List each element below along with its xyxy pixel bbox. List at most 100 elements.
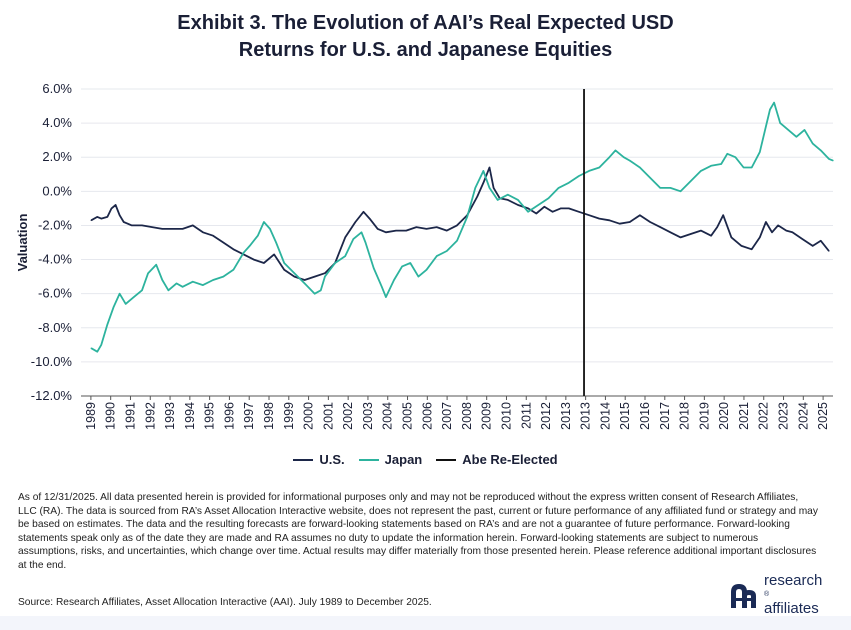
data-point xyxy=(373,267,375,269)
x-tick-label: 2009 xyxy=(480,402,494,430)
x-tick-label: 2021 xyxy=(737,402,751,430)
data-point xyxy=(125,303,127,305)
data-point xyxy=(293,272,296,274)
data-point xyxy=(598,218,600,220)
data-point xyxy=(779,122,781,124)
data-point xyxy=(507,199,509,201)
data-point xyxy=(175,282,178,285)
chart-title: Exhibit 3. The Evolution of AAI’s Real E… xyxy=(0,10,851,64)
data-point xyxy=(618,223,621,225)
data-point xyxy=(551,211,554,213)
x-tick-label: 1991 xyxy=(123,402,137,430)
data-point xyxy=(192,224,194,227)
data-point xyxy=(820,149,822,151)
data-point xyxy=(639,214,641,216)
x-tick-label: 1989 xyxy=(84,402,98,430)
x-tick-label: 2020 xyxy=(717,402,731,430)
data-point xyxy=(320,289,322,291)
data-point xyxy=(106,216,109,218)
series-line-us xyxy=(90,166,830,281)
data-point xyxy=(385,231,387,233)
data-point xyxy=(629,160,631,162)
legend-item-japan: Japan xyxy=(358,452,422,467)
x-tick-label: 2006 xyxy=(420,402,434,430)
x-tick-label: 2014 xyxy=(598,402,612,430)
data-point xyxy=(649,177,651,179)
data-point xyxy=(161,228,163,230)
data-point xyxy=(568,207,570,209)
logo-word-affiliates: affiliates xyxy=(764,600,819,617)
data-point xyxy=(192,281,194,283)
data-point xyxy=(710,235,712,237)
data-point xyxy=(133,296,135,298)
data-point xyxy=(537,204,539,206)
data-point xyxy=(377,228,379,230)
data-point xyxy=(659,226,661,228)
x-tick-label: 2022 xyxy=(757,402,771,430)
data-point xyxy=(812,245,814,247)
data-point xyxy=(409,262,411,264)
data-point xyxy=(360,231,363,233)
data-point xyxy=(791,231,793,233)
data-point xyxy=(119,214,121,216)
data-point xyxy=(482,182,485,184)
data-point xyxy=(527,211,529,213)
data-point xyxy=(155,264,157,266)
data-point xyxy=(547,197,550,199)
data-point xyxy=(828,250,830,252)
x-tick-label: 2016 xyxy=(638,402,652,430)
x-tick-label: 2002 xyxy=(341,402,355,430)
data-point xyxy=(110,207,113,209)
footer-band xyxy=(0,616,851,630)
data-point xyxy=(629,221,631,223)
data-point xyxy=(716,226,718,228)
data-point xyxy=(106,323,109,325)
y-axis-label: Valuation xyxy=(15,214,30,272)
x-tick-label: 2024 xyxy=(796,402,810,430)
x-tick-label: 2023 xyxy=(777,402,791,430)
y-tick-label: -12.0% xyxy=(31,388,73,403)
x-tick-label: 2015 xyxy=(618,402,632,430)
x-tick-label: 2005 xyxy=(401,402,415,430)
x-tick-label: 1993 xyxy=(163,402,177,430)
data-point xyxy=(795,136,798,138)
data-point xyxy=(742,166,745,169)
data-point xyxy=(269,228,271,230)
x-tick-label: 2011 xyxy=(519,402,533,429)
x-tick-label: 2025 xyxy=(816,402,830,430)
x-tick-label: 2007 xyxy=(440,402,454,430)
data-point xyxy=(257,235,259,237)
data-point xyxy=(283,269,285,271)
data-point xyxy=(740,245,743,247)
data-point xyxy=(273,253,275,256)
data-point xyxy=(679,236,682,238)
data-point xyxy=(232,269,235,271)
data-point xyxy=(222,276,224,278)
x-tick-label: 2013 xyxy=(559,402,573,430)
data-point xyxy=(730,236,732,238)
data-point xyxy=(381,286,383,288)
data-point xyxy=(759,151,761,153)
data-point xyxy=(202,284,204,286)
data-point xyxy=(773,102,775,104)
data-point xyxy=(535,212,537,215)
x-tick-label: 2013 xyxy=(579,402,593,430)
data-point xyxy=(100,218,102,220)
data-point xyxy=(171,228,174,230)
data-point xyxy=(751,248,753,250)
data-point xyxy=(253,258,255,261)
data-point xyxy=(344,236,346,238)
y-tick-label: -2.0% xyxy=(38,217,72,232)
data-point xyxy=(141,224,143,227)
data-point xyxy=(354,221,356,223)
data-point xyxy=(114,204,117,206)
data-point xyxy=(560,207,562,209)
x-tick-label: 1995 xyxy=(203,402,217,430)
chart-legend: U.S. Japan Abe Re-Elected xyxy=(0,452,851,467)
data-point xyxy=(679,190,682,192)
y-tick-label: -8.0% xyxy=(38,320,72,335)
data-point xyxy=(263,221,265,223)
data-point xyxy=(828,158,830,160)
data-point xyxy=(759,236,761,238)
data-point xyxy=(765,125,767,128)
